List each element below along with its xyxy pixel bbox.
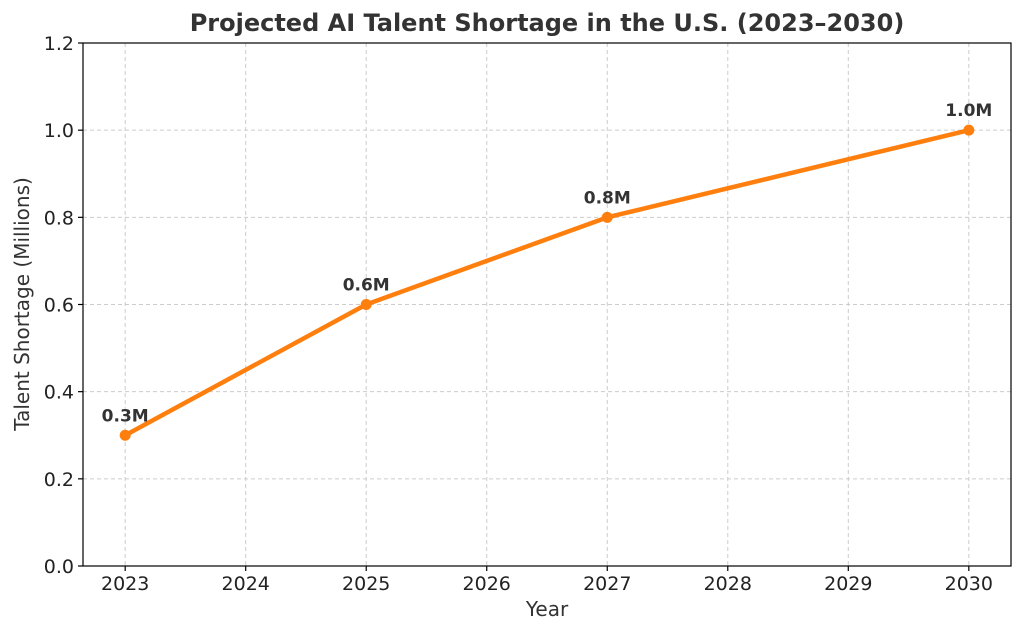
- x-axis-label: Year: [525, 597, 569, 621]
- x-tick-label: 2023: [101, 573, 149, 595]
- chart-title: Projected AI Talent Shortage in the U.S.…: [190, 9, 905, 37]
- data-point: [601, 211, 613, 223]
- y-tick-label: 1.0: [44, 120, 74, 142]
- y-tick-label: 0.4: [44, 382, 74, 404]
- series-line: [122, 127, 972, 438]
- data-label: 0.3M: [102, 406, 149, 426]
- data-label: 0.8M: [584, 188, 631, 208]
- series: [119, 124, 975, 441]
- y-tick-label: 0.0: [44, 556, 74, 578]
- x-tick-label: 2030: [945, 573, 993, 595]
- x-tick-label: 2025: [342, 573, 390, 595]
- x-tick-label: 2027: [583, 573, 631, 595]
- grid: [83, 42, 1011, 567]
- data-point: [119, 429, 131, 441]
- y-tick-label: 1.2: [44, 33, 74, 55]
- x-tick-label: 2024: [222, 573, 270, 595]
- data-label: 0.6M: [343, 276, 390, 296]
- y-tick-label: 0.2: [44, 469, 74, 491]
- data-point: [360, 299, 372, 310]
- x-tick-label: 2028: [704, 573, 752, 595]
- x-tick-label: 2026: [463, 573, 511, 595]
- y-tick-label: 0.6: [44, 295, 74, 317]
- y-tick-label: 0.8: [44, 207, 74, 229]
- axes: 2023 2024 2025 2026 2027 2028 2029 2030 0.0 0.2 0.…: [44, 33, 1012, 595]
- y-axis-label: Talent Shortage (Millions): [10, 177, 34, 432]
- data-point: [963, 124, 975, 136]
- data-labels: 0.3M 0.6M 0.8M 1.0M: [102, 101, 993, 426]
- x-tick-label: 2029: [824, 573, 872, 595]
- data-label: 1.0M: [945, 101, 992, 121]
